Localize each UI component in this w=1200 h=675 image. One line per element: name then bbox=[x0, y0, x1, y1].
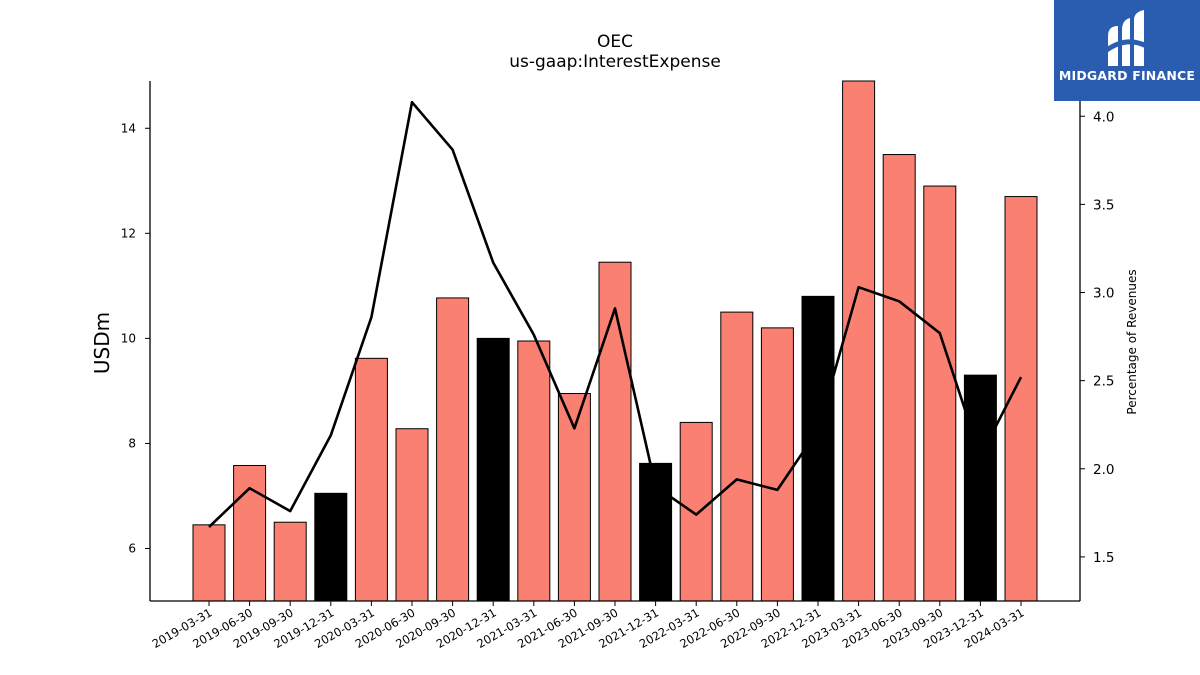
line-series bbox=[208, 100, 1023, 528]
bar-2021-03-31 bbox=[517, 340, 551, 602]
x-axis: 2019-03-312019-06-302019-09-302019-12-31… bbox=[150, 601, 1027, 651]
line-layer bbox=[208, 100, 1023, 528]
bar-2022-09-30 bbox=[760, 327, 794, 602]
bar-2019-03-31 bbox=[192, 524, 226, 602]
y-tick-label: 10 bbox=[121, 331, 136, 345]
y-right-tick-label: 1.5 bbox=[1093, 550, 1114, 566]
bar-2021-09-30 bbox=[598, 261, 632, 602]
chart-subtitle: us-gaap:InterestExpense bbox=[509, 52, 721, 72]
brand-logo: MIDGARD FINANCE bbox=[1054, 0, 1200, 101]
y-axis-label-left: USDm bbox=[90, 311, 114, 375]
bar-2023-06-30 bbox=[882, 154, 916, 602]
bar-2022-03-31 bbox=[679, 421, 713, 602]
bar-2023-09-30 bbox=[923, 185, 957, 602]
bar-2023-12-31 bbox=[963, 374, 997, 602]
bars-layer bbox=[192, 80, 1038, 602]
bar-2019-12-31 bbox=[314, 492, 348, 602]
logo-text: MIDGARD FINANCE bbox=[1058, 68, 1196, 83]
bar-2020-09-30 bbox=[436, 297, 470, 602]
bar-2022-12-31 bbox=[801, 295, 835, 602]
bar-2023-03-31 bbox=[842, 80, 876, 602]
bar-2020-12-31 bbox=[476, 337, 510, 602]
y-right-tick-label: 2.0 bbox=[1093, 462, 1114, 478]
chart-title: OEC bbox=[597, 32, 633, 52]
bar-2020-06-30 bbox=[395, 428, 429, 602]
y-axis-left: 6 8 10 12 14 bbox=[121, 121, 150, 555]
y-axis-right: 1.5 2.0 2.5 3.0 3.5 4.0 bbox=[1080, 109, 1114, 566]
y-tick-label: 14 bbox=[121, 121, 136, 135]
bar-2022-06-30 bbox=[720, 311, 754, 602]
y-right-tick-label: 4.0 bbox=[1093, 109, 1114, 125]
y-tick-label: 6 bbox=[128, 541, 136, 555]
logo-mark-icon bbox=[1102, 10, 1152, 66]
y-right-tick-label: 3.0 bbox=[1093, 286, 1114, 302]
y-right-tick-label: 2.5 bbox=[1093, 374, 1114, 390]
y-axis-label-right: Percentage of Revenues bbox=[1125, 269, 1139, 415]
y-tick-label: 12 bbox=[121, 226, 136, 240]
bar-2019-06-30 bbox=[233, 464, 267, 602]
y-right-tick-label: 3.5 bbox=[1093, 197, 1114, 213]
y-tick-label: 8 bbox=[128, 436, 136, 450]
bar-2020-03-31 bbox=[354, 357, 388, 602]
bar-2019-09-30 bbox=[273, 521, 307, 602]
